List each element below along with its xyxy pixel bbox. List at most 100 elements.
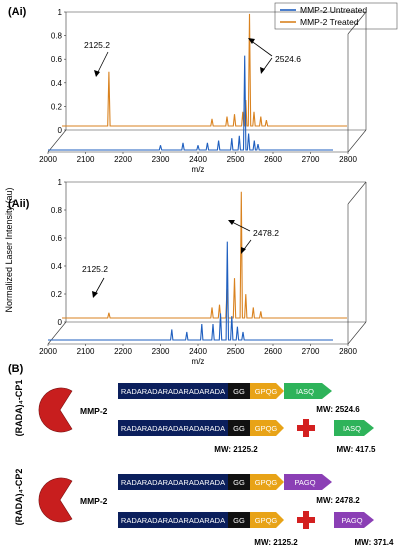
- gpqg-block-cp1-frag: [250, 420, 284, 436]
- plus-icon-cp2: [297, 511, 315, 529]
- series-line-ai-untreated: [48, 55, 333, 151]
- y-tick-label: 0.4: [51, 79, 63, 88]
- mw-cp1-full: MW: 2524.6: [316, 405, 360, 414]
- gg-block-cp2-frag: [228, 512, 250, 528]
- panel-label-ai: (Ai): [8, 6, 27, 18]
- svg-text:RADARADARADARADARADA: RADARADARADARADARADA: [121, 387, 225, 396]
- gpqg-block-cp2-frag: [250, 512, 284, 528]
- panel-label-b: (B): [8, 363, 24, 375]
- axis-box-edge: [47, 129, 67, 153]
- axis-box-edge: [347, 11, 367, 35]
- svg-text:GG: GG: [233, 516, 245, 525]
- x-tick-label: 2300: [152, 155, 170, 164]
- series-line-aii-treated: [62, 191, 347, 319]
- svg-text:GPQG: GPQG: [255, 478, 278, 487]
- x-tick-label: 2400: [189, 155, 207, 164]
- x-tick-label: 2200: [114, 347, 132, 356]
- axis-box-edge: [347, 129, 367, 153]
- y-tick-label: 0.4: [51, 262, 63, 271]
- x-tick-label: 2400: [189, 347, 207, 356]
- y-axis-label: Normalized Laser Intensity (au): [4, 187, 14, 312]
- x-tick-label: 2100: [77, 155, 95, 164]
- y-tick-label: 1: [58, 8, 63, 17]
- x-tick-label: 2600: [264, 347, 282, 356]
- seq-block-cp2-full: [118, 474, 228, 490]
- svg-text:GPQG: GPQG: [255, 424, 278, 433]
- svg-text:PAGQ: PAGQ: [341, 516, 362, 525]
- iasq-block-cp1-full: [284, 383, 332, 399]
- gpqg-block-cp2-full: [250, 474, 284, 490]
- svg-text:RADARADARADARADARADA: RADARADARADARADARADA: [121, 516, 225, 525]
- svg-text:PAGQ: PAGQ: [294, 478, 315, 487]
- svg-text:GG: GG: [233, 424, 245, 433]
- svg-text:GPQG: GPQG: [255, 387, 278, 396]
- y-tick-label: 0: [58, 318, 63, 327]
- mmp2-label-2: MMP-2: [80, 496, 108, 506]
- mmp2-enzyme-icon-2: [38, 477, 73, 523]
- seq-block-cp1-full: [118, 383, 228, 399]
- mw-cp2-full: MW: 2478.2: [316, 496, 360, 505]
- iasq-block-cp1-frag: [334, 420, 374, 436]
- y-tick-label: 1: [58, 178, 63, 187]
- gpqg-block-cp1-full: [250, 383, 284, 399]
- gg-block-cp1-frag: [228, 420, 250, 436]
- annotation-aii-2478: 2478.2: [253, 228, 279, 238]
- y-tick-label: 0: [58, 126, 63, 135]
- x-tick-label: 2500: [227, 155, 245, 164]
- legend-untreated: MMP-2 Untreated: [300, 5, 367, 15]
- svg-text:IASQ: IASQ: [343, 424, 361, 433]
- y-tick-label: 0.6: [51, 234, 63, 243]
- arrow-ai-2524-left: [249, 39, 273, 57]
- annotation-ai-2524: 2524.6: [275, 54, 301, 64]
- gg-block-cp2-full: [228, 474, 250, 490]
- x-tick-label: 2700: [302, 347, 320, 356]
- x-tick-label: 2800: [339, 347, 357, 356]
- x-tick-label: 2000: [39, 155, 57, 164]
- pagq-block-cp2-frag: [334, 512, 374, 528]
- svg-text:RADARADARADARADARADA: RADARADARADARADARADA: [121, 424, 225, 433]
- y-tick-label: 0.8: [51, 206, 63, 215]
- x-tick-label: 2500: [227, 347, 245, 356]
- axis-box-edge: [347, 181, 367, 205]
- axis-box-edge: [347, 321, 367, 345]
- series-line-aii-untreated: [48, 241, 333, 341]
- gg-block-cp1-full: [228, 383, 250, 399]
- annotation-ai-2125: 2125.2: [84, 40, 110, 50]
- x-axis-label: m/z: [192, 357, 205, 366]
- mw-cp2-frag1: MW: 2125.2: [254, 538, 298, 547]
- svg-text:GPQG: GPQG: [255, 516, 278, 525]
- x-tick-label: 2600: [264, 155, 282, 164]
- mw-cp1-frag2: MW: 417.5: [337, 445, 377, 454]
- y-tick-label: 0.8: [51, 32, 63, 41]
- seq-block-cp2-frag: [118, 512, 228, 528]
- panel-b: (RADA)₄-CP1 (RADA)₄-CP2 MMP-2 MMP-2 RADA…: [14, 380, 394, 547]
- annotation-aii-2125: 2125.2: [82, 264, 108, 274]
- x-tick-label: 2700: [302, 155, 320, 164]
- svg-text:GG: GG: [233, 387, 245, 396]
- svg-text:RADARADARADARADARADA: RADARADARADARADARADA: [121, 478, 225, 487]
- x-axis-label: m/z: [192, 165, 205, 174]
- mw-cp2-frag2: MW: 371.4: [355, 538, 395, 547]
- x-tick-label: 2000: [39, 347, 57, 356]
- legend-treated: MMP-2 Treated: [300, 17, 359, 27]
- mmp2-enzyme-icon: [38, 387, 73, 433]
- svg-text:IASQ: IASQ: [296, 387, 314, 396]
- legend: MMP-2 Untreated MMP-2 Treated: [274, 2, 398, 30]
- plus-icon-cp1: [297, 419, 315, 437]
- plot-ai: 0 0.2 0.4 0.6 0.8 1 2000 2100 2200 2300 2400 2500 26…: [39, 8, 367, 174]
- row-label-cp2: (RADA)₄-CP2: [14, 469, 24, 526]
- mmp2-label-1: MMP-2: [80, 406, 108, 416]
- series-line-ai-treated: [62, 13, 347, 127]
- x-tick-label: 2300: [152, 347, 170, 356]
- mw-cp1-frag1: MW: 2125.2: [214, 445, 258, 454]
- seq-block-cp1-frag: [118, 420, 228, 436]
- svg-text:GG: GG: [233, 478, 245, 487]
- y-tick-label: 0.6: [51, 55, 63, 64]
- plot-aii: 0 0.2 0.4 0.6 0.8 1 2000 2100 2200 2300 2400 2500 26…: [39, 178, 367, 366]
- y-tick-label: 0.2: [51, 102, 63, 111]
- panel-label-aii: (Aii): [8, 198, 30, 210]
- x-tick-label: 2200: [114, 155, 132, 164]
- x-tick-label: 2800: [339, 155, 357, 164]
- y-tick-label: 0.2: [51, 290, 63, 299]
